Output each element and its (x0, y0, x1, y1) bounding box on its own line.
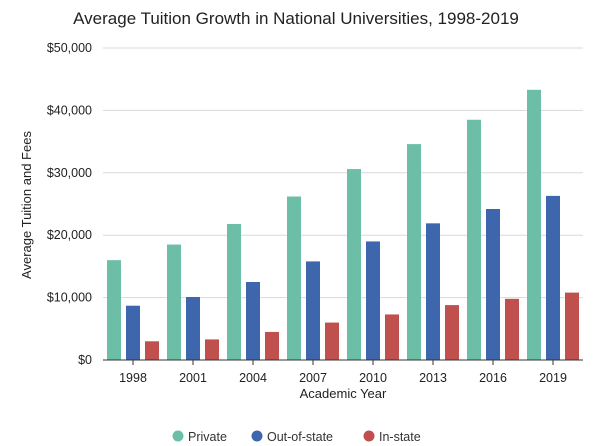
y-tick-label: $30,000 (47, 166, 92, 180)
bar-private-1998 (107, 260, 121, 360)
legend-marker (363, 430, 375, 442)
x-tick-label: 2004 (239, 371, 267, 385)
bar-private-2004 (227, 223, 241, 360)
bar-private-2019 (527, 89, 541, 361)
legend-item: Private (172, 430, 227, 444)
y-tick-label: $10,000 (47, 291, 92, 305)
bar-in-state-2007 (325, 322, 339, 360)
x-tick-label: 2019 (539, 371, 567, 385)
x-tick-label: 2016 (479, 371, 507, 385)
legend-label: Out-of-state (267, 430, 333, 444)
x-tick-label: 2001 (179, 371, 207, 385)
bar-in-state-2010 (385, 314, 399, 360)
legend-marker (172, 430, 184, 442)
bar-in-state-2016 (505, 298, 519, 360)
bar-out-of-state-2001 (186, 296, 200, 360)
bar-out-of-state-1998 (126, 305, 140, 360)
bar-in-state-2004 (265, 331, 279, 360)
bar-out-of-state-2013 (426, 223, 440, 360)
grid-lines (103, 47, 583, 299)
bar-out-of-state-2010 (366, 241, 380, 360)
y-tick-label: $50,000 (47, 41, 92, 55)
chart-title: Average Tuition Growth in National Unive… (73, 9, 519, 28)
bar-private-2013 (407, 144, 421, 360)
bar-in-state-2013 (445, 305, 459, 360)
legend-label: Private (188, 430, 227, 444)
bar-private-2007 (287, 196, 301, 360)
bar-in-state-2001 (205, 339, 219, 360)
bar-in-state-1998 (145, 341, 159, 360)
y-tick-label: $40,000 (47, 103, 92, 117)
legend: Private Out-of-state In-state (172, 430, 421, 444)
legend-label: In-state (379, 430, 421, 444)
y-tick-label: $0 (78, 353, 92, 367)
x-tick-label: 2007 (299, 371, 327, 385)
bar-out-of-state-2004 (246, 282, 260, 360)
x-axis-ticks: 1998 2001 2004 2007 2010 2013 2016 2019 (119, 360, 567, 385)
y-axis-ticks: $0 $10,000 $20,000 $30,000 $40,000 $50,000 (47, 41, 92, 367)
bar-private-2001 (167, 244, 181, 360)
bars (107, 89, 579, 361)
bar-private-2016 (467, 119, 481, 360)
x-tick-label: 2010 (359, 371, 387, 385)
y-axis-label: Average Tuition and Fees (19, 131, 34, 279)
bar-in-state-2019 (565, 292, 579, 360)
legend-item: In-state (363, 430, 421, 444)
bar-private-2010 (347, 169, 361, 360)
bar-out-of-state-2007 (306, 261, 320, 360)
y-tick-label: $20,000 (47, 228, 92, 242)
bar-out-of-state-2016 (486, 208, 500, 360)
bar-out-of-state-2019 (546, 195, 560, 360)
x-axis-label: Academic Year (300, 386, 387, 401)
x-tick-label: 1998 (119, 371, 147, 385)
x-tick-label: 2013 (419, 371, 447, 385)
legend-marker (251, 430, 263, 442)
legend-item: Out-of-state (251, 430, 333, 444)
